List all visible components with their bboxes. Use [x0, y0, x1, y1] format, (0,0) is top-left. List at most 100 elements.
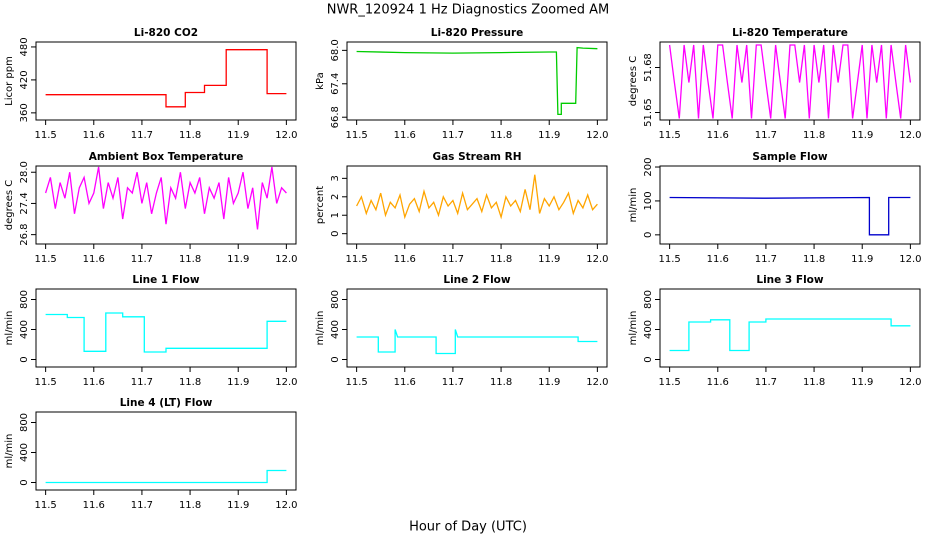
- panel-title: Ambient Box Temperature: [89, 151, 244, 163]
- x-tick-label: 11.8: [803, 254, 825, 265]
- x-tick-label: 11.8: [179, 254, 201, 265]
- x-tick-label: 12.0: [586, 130, 608, 141]
- plot-frame: [659, 288, 921, 368]
- x-tick-label: 11.6: [707, 130, 729, 141]
- x-tick-label: 11.7: [131, 254, 153, 265]
- x-tick-label: 12.0: [275, 254, 297, 265]
- x-tick-label: 11.7: [755, 130, 777, 141]
- y-tick-label: 480: [19, 37, 30, 56]
- panel-title: Line 1 Flow: [132, 274, 199, 286]
- x-tick-label: 11.9: [227, 500, 249, 511]
- plot-frame: [35, 411, 297, 491]
- y-tick-label: 68.0: [330, 39, 341, 61]
- x-tick-label: 11.8: [803, 377, 825, 388]
- x-tick-label: 12.0: [586, 377, 608, 388]
- x-tick-label: 11.9: [538, 130, 560, 141]
- x-tick-label: 11.5: [658, 377, 680, 388]
- plot-frame: [346, 165, 608, 245]
- panel-title: Line 3 Flow: [756, 274, 823, 286]
- y-tick-label: 400: [330, 320, 341, 339]
- x-tick-label: 12.0: [586, 254, 608, 265]
- y-tick-label: 200: [643, 157, 654, 176]
- data-line: [45, 312, 287, 353]
- y-axis-label: ml/min: [628, 188, 639, 223]
- y-axis-label: percent: [315, 186, 326, 224]
- x-tick-label: 11.9: [227, 130, 249, 141]
- x-tick-label: 12.0: [275, 130, 297, 141]
- data-line: [356, 46, 598, 116]
- x-tick-label: 11.6: [83, 500, 105, 511]
- x-tick-label: 11.8: [803, 130, 825, 141]
- y-tick-label: 66.8: [330, 106, 341, 128]
- plot-frame: [659, 165, 921, 245]
- data-line: [45, 469, 287, 484]
- data-line: [356, 329, 598, 355]
- x-tick-label: 11.7: [442, 130, 464, 141]
- x-tick-label: 11.5: [345, 377, 367, 388]
- panel-title: Line 4 (LT) Flow: [120, 397, 213, 409]
- y-tick-label: 51.65: [643, 98, 654, 127]
- x-tick-label: 11.7: [442, 377, 464, 388]
- y-tick-label: 26.8: [19, 224, 30, 246]
- y-axis-label: ml/min: [628, 311, 639, 346]
- y-tick-label: 400: [643, 320, 654, 339]
- y-tick-label: 0: [330, 356, 341, 362]
- x-tick-label: 11.5: [658, 254, 680, 265]
- x-tick-label: 12.0: [899, 254, 921, 265]
- y-tick-label: 0: [330, 230, 341, 236]
- x-tick-label: 11.7: [442, 254, 464, 265]
- panel-title: Gas Stream RH: [432, 151, 521, 163]
- data-line: [45, 49, 287, 108]
- x-tick-label: 11.5: [345, 130, 367, 141]
- x-tick-label: 12.0: [275, 500, 297, 511]
- x-tick-label: 11.9: [227, 254, 249, 265]
- y-tick-label: 67.4: [330, 73, 341, 95]
- panel-title: Line 2 Flow: [443, 274, 510, 286]
- x-tick-label: 11.5: [34, 500, 56, 511]
- y-tick-label: 3: [330, 175, 341, 181]
- x-tick-label: 11.6: [83, 130, 105, 141]
- y-axis-label: ml/min: [4, 434, 15, 469]
- x-tick-label: 11.6: [394, 254, 416, 265]
- y-tick-label: 0: [19, 356, 30, 362]
- y-tick-label: 800: [643, 290, 654, 309]
- x-tick-label: 12.0: [275, 377, 297, 388]
- x-tick-label: 11.7: [755, 254, 777, 265]
- y-axis-label: degrees C: [628, 56, 639, 106]
- data-line: [669, 318, 911, 352]
- x-tick-label: 11.8: [490, 254, 512, 265]
- x-tick-label: 11.7: [755, 377, 777, 388]
- y-tick-label: 360: [19, 103, 30, 122]
- y-tick-label: 51.68: [643, 53, 654, 82]
- plot-frame: [659, 41, 921, 121]
- x-tick-label: 11.5: [658, 130, 680, 141]
- x-tick-label: 11.6: [707, 377, 729, 388]
- plot-frame: [346, 41, 608, 121]
- x-tick-label: 11.7: [131, 500, 153, 511]
- y-tick-label: 800: [19, 290, 30, 309]
- x-tick-label: 12.0: [899, 377, 921, 388]
- y-axis-label: ml/min: [4, 311, 15, 346]
- plot-frame: [35, 41, 297, 121]
- data-line: [44, 166, 287, 230]
- x-tick-label: 11.8: [179, 500, 201, 511]
- y-tick-label: 0: [643, 356, 654, 362]
- y-axis-label: ml/min: [315, 311, 326, 346]
- x-tick-label: 11.7: [131, 130, 153, 141]
- x-tick-label: 11.5: [345, 254, 367, 265]
- x-tick-label: 11.8: [490, 377, 512, 388]
- x-tick-label: 11.6: [394, 377, 416, 388]
- y-axis-label: Licor ppm: [4, 56, 15, 106]
- x-tick-label: 11.9: [851, 130, 873, 141]
- x-tick-label: 11.9: [227, 377, 249, 388]
- data-line: [669, 196, 911, 236]
- x-axis-label: Hour of Day (UTC): [409, 520, 527, 535]
- y-tick-label: 28.0: [19, 161, 30, 183]
- x-tick-label: 11.7: [131, 377, 153, 388]
- panel-title: Li-820 Temperature: [732, 27, 848, 39]
- y-tick-label: 400: [19, 320, 30, 339]
- panel-title: Li-820 Pressure: [431, 27, 524, 39]
- y-tick-label: 27.4: [19, 192, 30, 214]
